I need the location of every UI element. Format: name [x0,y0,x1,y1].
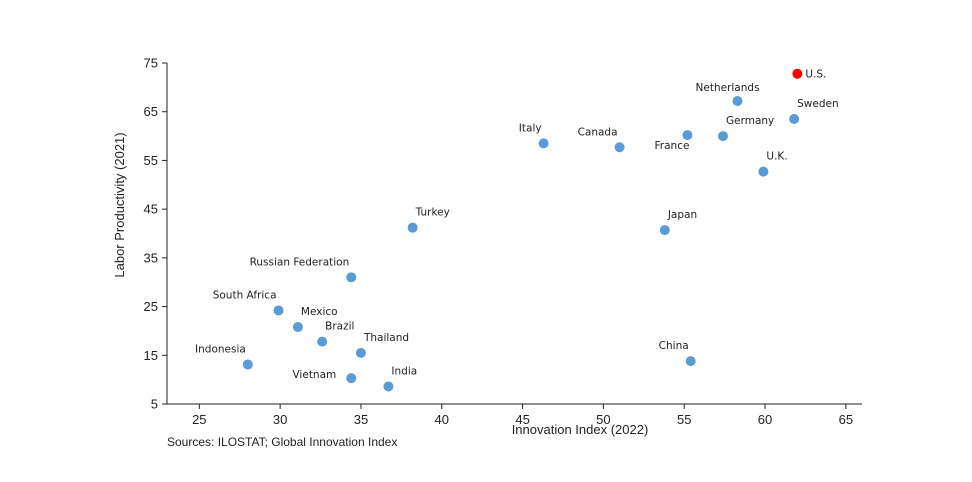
point-india [383,381,394,392]
point-canada [614,142,625,153]
label-japan: Japan [667,209,697,221]
point-japan [659,225,670,236]
label-indonesia: Indonesia [195,344,246,356]
x-tick-label: 60 [758,412,772,427]
point-sweden [789,114,800,125]
y-tick-label: 35 [144,250,158,265]
label-germany: Germany [726,115,774,127]
label-south-africa: South Africa [213,289,277,301]
label-russian-federation: Russian Federation [250,256,350,268]
label-china: China [659,340,689,352]
x-tick-label: 65 [839,412,853,427]
x-tick-label: 35 [354,412,368,427]
point-turkey [407,222,418,233]
x-tick-label: 45 [515,412,529,427]
x-tick-label: 30 [273,412,287,427]
x-tick-label: 55 [677,412,691,427]
point-u-s [792,68,803,79]
data-labels: U.S. Netherlands Sweden Germany France Canada… [195,69,839,381]
x-tick-label: 40 [435,412,449,427]
source-note: Sources: ILOSTAT; Global Innovation Inde… [167,435,398,449]
label-turkey: Turkey [415,207,450,219]
point-china [685,356,696,367]
x-tick-label: 50 [596,412,610,427]
point-russian-federation [346,272,357,283]
label-france: France [655,140,690,152]
y-tick-label: 45 [144,202,158,217]
y-tick-label: 75 [144,56,158,71]
label-canada: Canada [578,126,618,138]
x-tick-label: 25 [192,412,206,427]
point-thailand [355,347,366,358]
point-mexico [292,322,303,333]
label-u-s: U.S. [805,69,826,81]
label-brazil: Brazil [325,321,354,333]
point-vietnam [346,373,357,384]
point-netherlands [732,95,743,106]
y-tick-label: 55 [144,153,158,168]
label-vietnam: Vietnam [292,369,336,381]
label-thailand: Thailand [363,332,409,344]
y-tick-label: 15 [144,348,158,363]
point-south-africa [273,305,284,316]
y-tick-label: 25 [144,299,158,314]
point-france [682,130,693,141]
label-mexico: Mexico [301,306,338,318]
y-tick-label: 5 [151,397,158,412]
label-india: India [391,365,417,377]
point-italy [538,138,549,149]
axes: 5 15 25 35 45 55 65 75 25 30 35 40 45 50 55 60 65 [144,56,862,427]
x-axis-title: Innovation Index (2022) [512,422,649,437]
point-u-k [758,166,769,177]
label-italy: Italy [519,122,542,134]
label-u-k: U.K. [766,151,787,163]
point-indonesia [242,359,253,370]
data-points [242,68,803,392]
label-netherlands: Netherlands [696,82,760,94]
point-brazil [317,336,328,347]
point-germany [718,131,728,142]
label-sweden: Sweden [797,98,839,110]
y-axis-title: Labor Productivity (2021) [112,132,127,277]
y-tick-label: 65 [144,104,158,119]
